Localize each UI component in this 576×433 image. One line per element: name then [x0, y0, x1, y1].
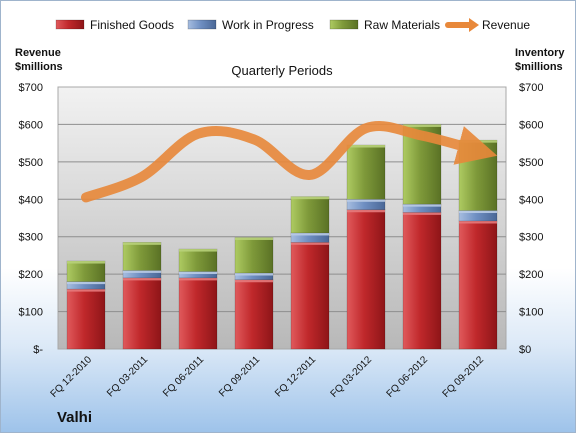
bar-raw-materials	[290, 196, 330, 234]
legend-swatch-finished-goods	[55, 19, 85, 30]
bar-finished-goods	[402, 212, 442, 350]
bar-cap	[179, 277, 217, 281]
left-tick-label: $300	[19, 232, 43, 244]
bar-cap	[67, 281, 105, 285]
x-ticks: FQ 12-2010 FQ 03-2011 FQ 06-2011 FQ 09-2011…	[49, 354, 487, 400]
bar-cap	[347, 199, 385, 202]
bar-raw-materials	[178, 248, 218, 272]
right-axis-label-line-2: $millions	[515, 61, 563, 73]
left-axis-label: Revenue $millions	[15, 47, 64, 73]
x-tick-label: FQ 09-2011	[217, 354, 262, 399]
x-tick-label: FQ 03-2011	[105, 354, 150, 399]
right-tick-label: $400	[519, 194, 543, 206]
chart-title: Quarterly Periods	[231, 63, 333, 78]
bar-cap	[235, 237, 273, 240]
legend-label: Finished Goods	[90, 18, 174, 32]
right-tick-label: $500	[519, 157, 543, 169]
x-tick-label: FQ 12-2010	[49, 354, 95, 400]
right-tick-label: $100	[519, 307, 543, 319]
left-tick-label: $100	[19, 307, 43, 319]
bar-cap	[235, 279, 273, 283]
bar-finished-goods	[234, 279, 274, 350]
bar-finished-goods	[178, 277, 218, 350]
bar-finished-goods	[458, 220, 498, 350]
right-tick-label: $300	[519, 232, 543, 244]
x-tick-label: FQ 12-2011	[273, 354, 318, 399]
bar-raw-materials	[234, 237, 274, 274]
bar-finished-goods	[66, 288, 106, 350]
bar-cap	[123, 270, 161, 273]
left-tick-label: $500	[19, 157, 43, 169]
right-tick-label: $200	[519, 269, 543, 281]
right-axis-label-line-1: Inventory	[515, 47, 565, 59]
right-tick-label: $0	[519, 344, 531, 356]
legend-label: Revenue	[482, 18, 530, 32]
bar-cap	[403, 212, 441, 215]
bar-raw-materials	[346, 144, 386, 200]
legend-swatch-work-in-progress	[187, 19, 217, 30]
left-tick-label: $400	[19, 194, 43, 206]
legend-swatch-raw-materials	[329, 19, 359, 30]
left-tick-label: $-	[33, 344, 43, 356]
bar-cap	[459, 210, 497, 214]
right-tick-label: $700	[519, 82, 543, 94]
company-name: Valhi	[57, 409, 92, 426]
bar-finished-goods	[122, 277, 162, 350]
left-axis-label-line-2: $millions	[15, 61, 63, 73]
bar-cap	[179, 249, 217, 252]
bar-cap	[291, 196, 329, 200]
left-axis-label-line-1: Revenue	[15, 47, 61, 59]
bar-cap	[235, 273, 273, 276]
left-tick-label: $700	[19, 82, 43, 94]
bar-cap	[403, 124, 441, 127]
x-tick-label: FQ 03-2012	[329, 354, 375, 400]
bar-cap	[459, 220, 497, 224]
bar-cap	[179, 271, 217, 275]
bar-cap	[347, 145, 385, 148]
legend-label: Work in Progress	[222, 18, 314, 32]
legend-label: Raw Materials	[364, 18, 440, 32]
x-tick-label: FQ 09-2012	[441, 354, 487, 400]
left-tick-label: $600	[19, 119, 43, 131]
revenue-line-group	[81, 121, 498, 203]
x-tick-label: FQ 06-2012	[385, 354, 431, 400]
bar-cap	[291, 242, 329, 245]
right-axis-label: Inventory $millions	[515, 47, 568, 73]
bar-raw-materials	[66, 260, 106, 282]
bar-cap	[403, 204, 441, 207]
bar-cap	[123, 277, 161, 281]
bar-finished-goods	[290, 242, 330, 350]
bar-cap	[291, 232, 329, 236]
bar-cap	[67, 289, 105, 292]
revenue-line	[81, 121, 498, 203]
bar-raw-materials	[122, 242, 162, 271]
y-ticks: $- $0 $100 $100 $200 $200 $300 $300 $400 $400 $500…	[19, 82, 544, 356]
left-tick-label: $200	[19, 269, 43, 281]
bar-cap	[347, 209, 385, 213]
bar-cap	[123, 242, 161, 245]
legend-arrow-icon	[469, 18, 479, 32]
x-tick-label: FQ 06-2011	[161, 354, 206, 399]
bar-finished-goods	[346, 209, 386, 350]
right-tick-label: $600	[519, 119, 543, 131]
legend: Finished Goods Work in Progress Raw Materi…	[55, 18, 530, 32]
bar-cap	[67, 261, 105, 264]
